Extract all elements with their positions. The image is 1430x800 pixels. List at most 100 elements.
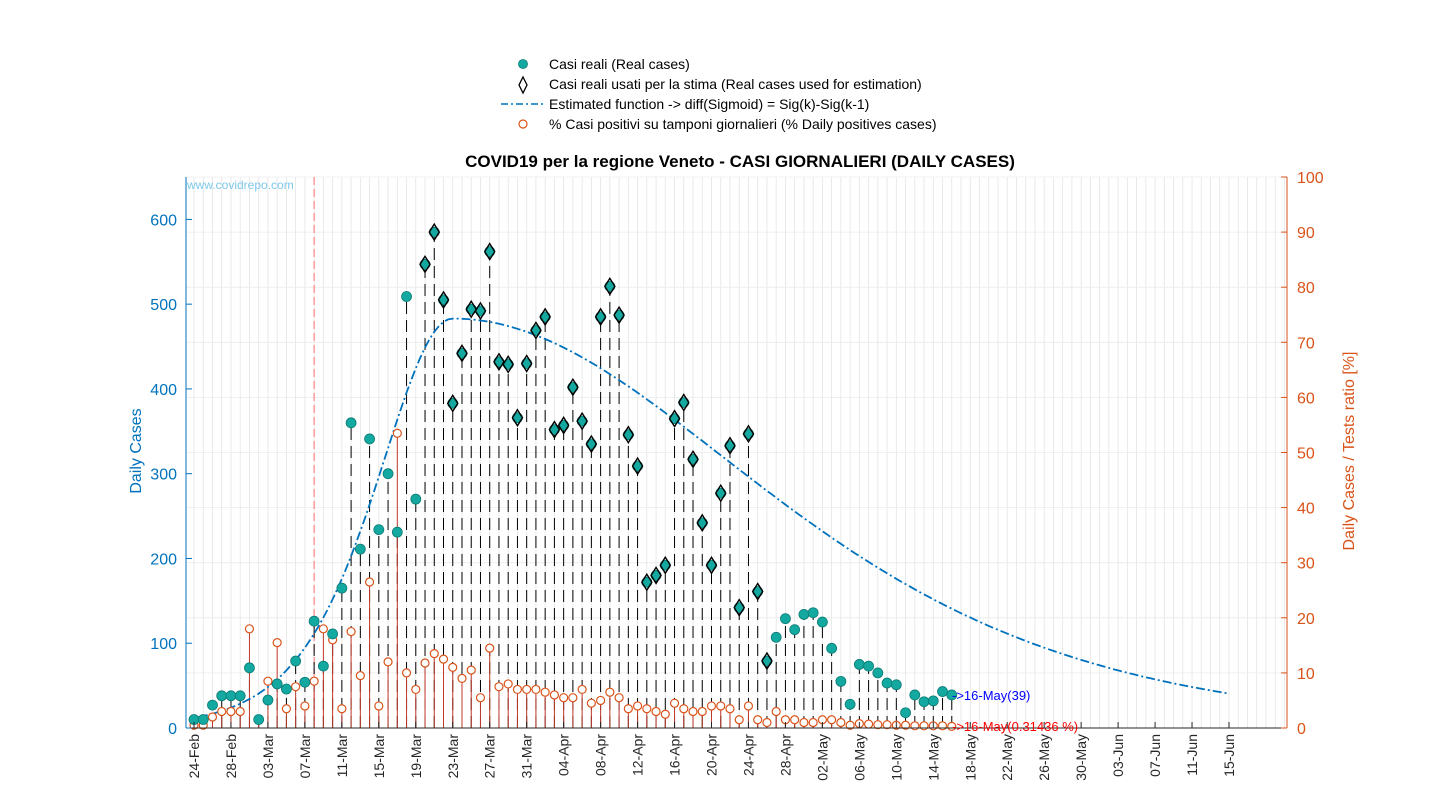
ratio-point (374, 701, 384, 711)
x-tick-label: 11-Jun (1184, 734, 1200, 776)
legend-marker-pct (518, 119, 528, 129)
ratio-point (873, 720, 883, 730)
real-case-point (900, 707, 911, 719)
ratio-point (272, 637, 282, 648)
ratio-point (485, 643, 495, 653)
estimation-case-point (576, 411, 588, 431)
estimation-case-point (650, 566, 662, 585)
ratio-point (679, 704, 689, 714)
ratio-point (660, 709, 670, 719)
x-tick-label: 06-May (851, 734, 867, 781)
estimation-case-point (687, 449, 699, 469)
estimated-function-series (193, 317, 1230, 719)
ratio-point (808, 717, 818, 728)
x-tick-label: 03-Mar (260, 734, 276, 779)
ratio-point (632, 701, 643, 711)
ratio-point (577, 684, 587, 695)
y-axis-label: Daily Cases (128, 408, 145, 493)
ratio-point (291, 682, 301, 692)
ratio-point (401, 668, 412, 678)
estimation-case-point (520, 354, 533, 373)
legend-marker-diamond (518, 75, 528, 95)
estimation-case-point (474, 301, 487, 321)
ratio-point (900, 720, 911, 730)
ratio-point (706, 701, 717, 711)
y-axis-right-label: Daily Cases / Tests ratio [%] (1341, 352, 1358, 551)
y-right-tick-label: 70 (1297, 335, 1315, 352)
ratio-point (346, 626, 356, 637)
ratio-point (568, 693, 578, 703)
legend-label-diamond: Casi reali usati per la stima (Real case… (549, 76, 922, 92)
ratio-point (882, 720, 892, 730)
x-tick-label: 04-Apr (556, 734, 572, 776)
estimation-case-point (705, 555, 718, 575)
real-case-point (308, 615, 320, 627)
estimation-case-point (456, 343, 468, 363)
ratio-point (392, 428, 402, 438)
ratio-point (623, 704, 633, 714)
ratio-point (355, 671, 365, 681)
y-tick-label: 100 (150, 636, 177, 653)
real-case-point (253, 714, 265, 725)
estimation-case-point (548, 420, 561, 439)
ratio-point (300, 701, 310, 711)
estimation-case-point (696, 513, 709, 533)
real-case-point (327, 628, 339, 640)
y-tick-label: 200 (150, 551, 177, 568)
estimation-case-point (761, 651, 773, 671)
real-case-point (244, 662, 255, 674)
real-case-point (299, 676, 311, 688)
estimation-case-point (733, 598, 746, 617)
real-case-point (826, 642, 838, 654)
tick-labels: 0 100 200 300 400 500 600 0 10 20 30 40 50 60 70 80 90 10… (150, 170, 1324, 781)
x-tick-label: 16-Apr (667, 734, 683, 776)
ratio-point (364, 577, 375, 587)
ratio-point (605, 687, 615, 697)
ratio-point (383, 657, 393, 667)
estimation-case-point (446, 394, 459, 413)
ratio-point (503, 679, 513, 689)
y-right-tick-label: 90 (1297, 225, 1315, 242)
real-case-point (207, 699, 218, 711)
ratio-point (845, 720, 855, 730)
estimation-case-point (483, 242, 496, 261)
x-tick-label: 28-Apr (777, 734, 793, 776)
y-right-tick-label: 30 (1297, 556, 1315, 573)
x-tick-label: 10-May (888, 734, 904, 781)
real-case-point (927, 695, 939, 707)
real-case-point (373, 524, 385, 536)
x-tick-label: 18-May (962, 734, 978, 781)
x-tick-label: 27-Mar (482, 734, 498, 779)
y-right-tick-label: 50 (1297, 446, 1315, 463)
real-case-point (345, 417, 357, 429)
estimation-case-point (511, 408, 524, 428)
real-case-point (780, 613, 791, 625)
x-tick-label: 07-Mar (297, 734, 313, 779)
estimation-case-point (567, 377, 579, 397)
ratio-point (614, 693, 624, 703)
real-case-point (872, 667, 884, 679)
real-case-point (336, 582, 348, 594)
ratio-point (937, 721, 948, 731)
ratio-point (309, 676, 319, 686)
estimation-case-point (465, 299, 478, 319)
estimation-case-point (659, 555, 672, 575)
ratio-point (411, 684, 421, 695)
ratio-point (910, 721, 920, 731)
real-case-point (789, 624, 801, 636)
estimation-case-point (668, 409, 681, 428)
ratio-point (762, 717, 772, 728)
x-tick-label: 08-Apr (593, 734, 609, 776)
x-tick-label: 12-Apr (630, 734, 646, 776)
real-case-point (937, 686, 948, 697)
estimation-case-point (437, 290, 450, 310)
ratio-point (651, 706, 661, 717)
real-case-point (798, 609, 810, 620)
ratio-point (475, 693, 486, 703)
real-case-point (197, 714, 209, 725)
ratio-point (559, 693, 569, 703)
x-tick-label: 20-Apr (704, 734, 720, 776)
estimation-case-point (622, 425, 635, 445)
real-case-point (770, 631, 782, 643)
